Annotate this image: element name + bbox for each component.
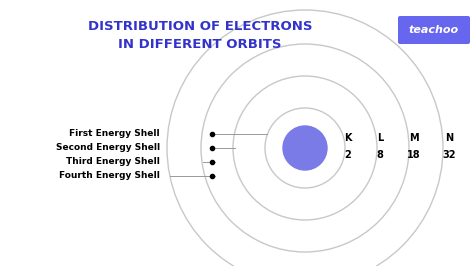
Text: DISTRIBUTION OF ELECTRONS: DISTRIBUTION OF ELECTRONS bbox=[88, 20, 312, 33]
Text: Second Energy Shell: Second Energy Shell bbox=[56, 143, 160, 152]
Text: M: M bbox=[409, 133, 419, 143]
Text: L: L bbox=[377, 133, 383, 143]
Text: K: K bbox=[344, 133, 352, 143]
Text: teachoo: teachoo bbox=[409, 25, 459, 35]
Text: 2: 2 bbox=[345, 150, 351, 160]
Text: Fourth Energy Shell: Fourth Energy Shell bbox=[59, 172, 160, 181]
Text: First Energy Shell: First Energy Shell bbox=[69, 130, 160, 139]
Text: Third Energy Shell: Third Energy Shell bbox=[66, 157, 160, 167]
Text: N: N bbox=[445, 133, 453, 143]
Text: IN DIFFERENT ORBITS: IN DIFFERENT ORBITS bbox=[118, 38, 282, 51]
Text: 8: 8 bbox=[376, 150, 383, 160]
Text: 32: 32 bbox=[442, 150, 456, 160]
Text: 18: 18 bbox=[407, 150, 421, 160]
FancyBboxPatch shape bbox=[398, 16, 470, 44]
Circle shape bbox=[283, 126, 327, 170]
